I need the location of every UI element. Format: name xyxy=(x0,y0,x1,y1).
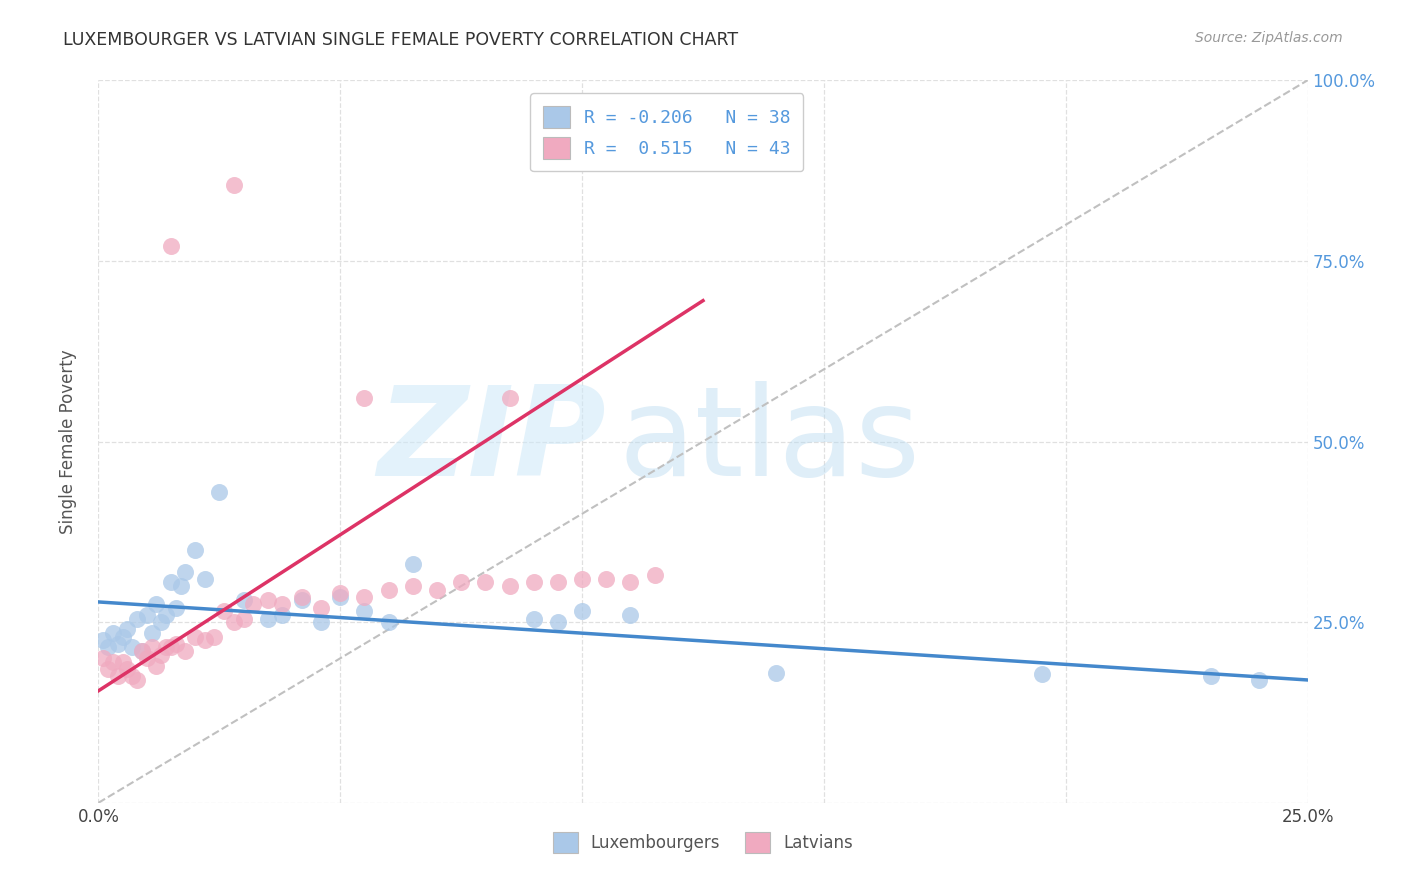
Point xyxy=(145,658,167,673)
Point xyxy=(117,623,139,637)
Point xyxy=(644,568,666,582)
Point xyxy=(150,648,173,662)
Point xyxy=(91,633,114,648)
Point xyxy=(523,611,546,625)
Point xyxy=(141,626,163,640)
Point xyxy=(242,597,264,611)
Point xyxy=(498,579,520,593)
Point xyxy=(1031,667,1053,681)
Point xyxy=(107,637,129,651)
Point xyxy=(353,391,375,405)
Point xyxy=(1199,669,1222,683)
Point xyxy=(309,615,332,630)
Point xyxy=(232,611,254,625)
Point xyxy=(498,391,520,405)
Point xyxy=(765,665,787,680)
Point xyxy=(271,607,294,622)
Point xyxy=(155,607,177,622)
Point xyxy=(135,651,157,665)
Point xyxy=(309,600,332,615)
Point xyxy=(111,630,134,644)
Point xyxy=(256,593,278,607)
Point xyxy=(271,597,294,611)
Point xyxy=(204,630,226,644)
Point xyxy=(165,637,187,651)
Point xyxy=(165,600,187,615)
Point xyxy=(101,655,124,669)
Point xyxy=(571,604,593,618)
Point xyxy=(222,615,245,630)
Point xyxy=(169,579,191,593)
Point xyxy=(571,572,593,586)
Point xyxy=(353,590,375,604)
Point xyxy=(194,633,217,648)
Point xyxy=(97,640,120,655)
Point xyxy=(101,626,124,640)
Point xyxy=(184,542,207,557)
Point xyxy=(353,604,375,618)
Point xyxy=(174,565,197,579)
Point xyxy=(160,239,183,253)
Point xyxy=(131,644,153,658)
Point xyxy=(426,582,449,597)
Point xyxy=(141,640,163,655)
Point xyxy=(174,644,197,658)
Point xyxy=(547,615,569,630)
Point xyxy=(117,662,139,676)
Point xyxy=(402,558,425,572)
Point xyxy=(256,611,278,625)
Point xyxy=(91,651,114,665)
Point xyxy=(135,607,157,622)
Point xyxy=(329,586,352,600)
Point xyxy=(131,644,153,658)
Point xyxy=(474,575,496,590)
Point xyxy=(619,575,641,590)
Point xyxy=(107,669,129,683)
Point xyxy=(212,604,235,618)
Point xyxy=(377,582,399,597)
Point xyxy=(329,590,352,604)
Point xyxy=(194,572,217,586)
Point xyxy=(595,572,617,586)
Point xyxy=(184,630,207,644)
Point xyxy=(121,669,143,683)
Point xyxy=(290,593,312,607)
Point xyxy=(523,575,546,590)
Text: atlas: atlas xyxy=(619,381,921,502)
Point xyxy=(377,615,399,630)
Point xyxy=(290,590,312,604)
Point xyxy=(150,615,173,630)
Text: Source: ZipAtlas.com: Source: ZipAtlas.com xyxy=(1195,31,1343,45)
Point xyxy=(222,178,245,192)
Point xyxy=(160,575,183,590)
Point xyxy=(619,607,641,622)
Point xyxy=(1249,673,1271,687)
Point xyxy=(97,662,120,676)
Text: LUXEMBOURGER VS LATVIAN SINGLE FEMALE POVERTY CORRELATION CHART: LUXEMBOURGER VS LATVIAN SINGLE FEMALE PO… xyxy=(63,31,738,49)
Point xyxy=(127,611,149,625)
Point xyxy=(121,640,143,655)
Y-axis label: Single Female Poverty: Single Female Poverty xyxy=(59,350,77,533)
Point xyxy=(450,575,472,590)
Point xyxy=(145,597,167,611)
Point xyxy=(155,640,177,655)
Point xyxy=(402,579,425,593)
Text: ZIP: ZIP xyxy=(378,381,606,502)
Legend: Luxembourgers, Latvians: Luxembourgers, Latvians xyxy=(546,826,860,860)
Point xyxy=(111,655,134,669)
Point xyxy=(547,575,569,590)
Point xyxy=(160,640,183,655)
Point xyxy=(208,485,231,500)
Point xyxy=(127,673,149,687)
Point xyxy=(232,593,254,607)
